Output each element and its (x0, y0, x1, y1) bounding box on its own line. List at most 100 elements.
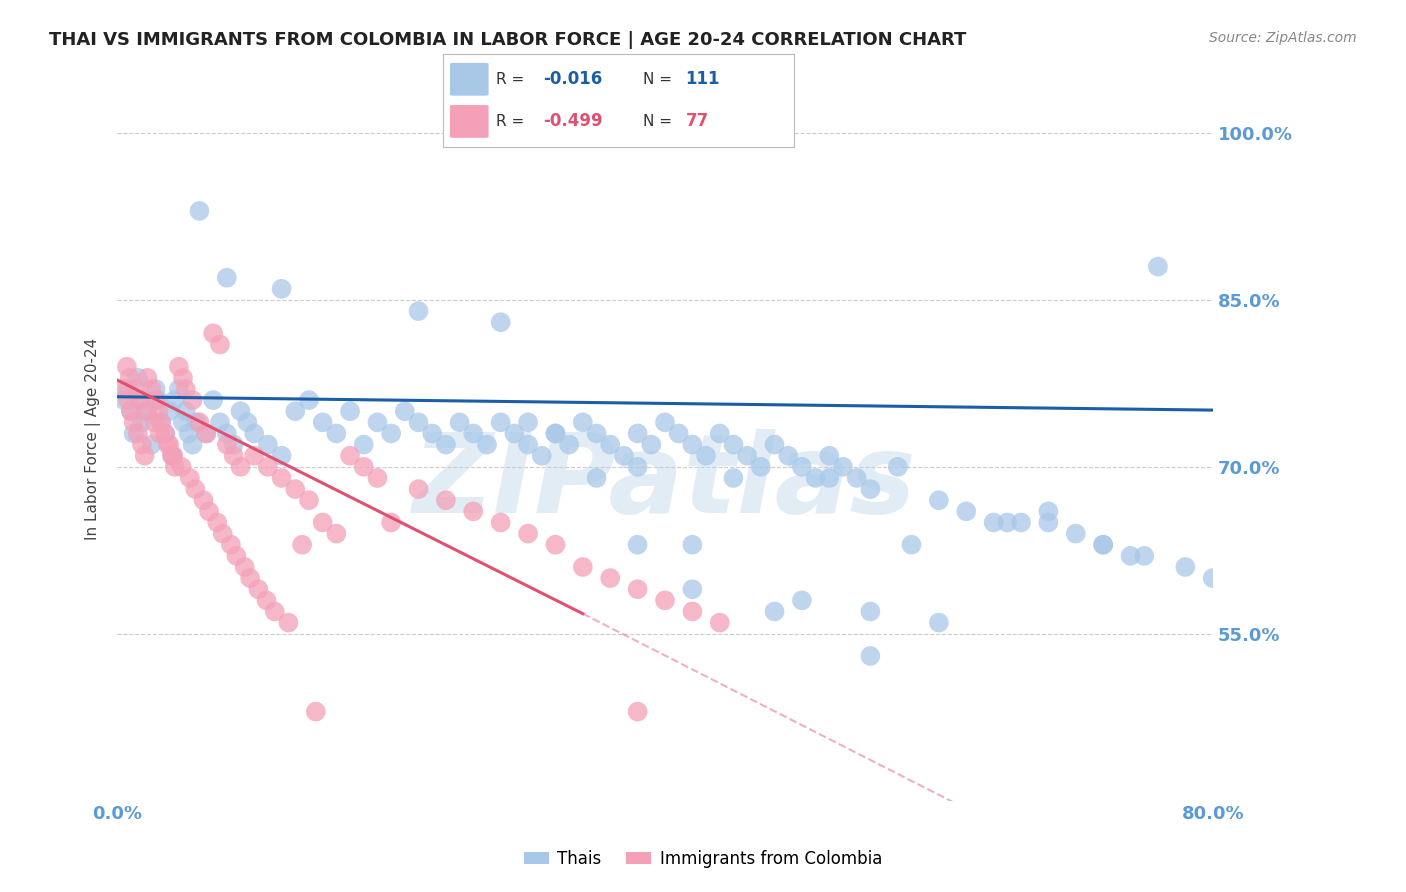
Point (222, 449, 245, 463)
Point (150, 415, 173, 429)
Point (208, 415, 231, 429)
Text: THAI VS IMMIGRANTS FROM COLOMBIA IN LABOR FORCE | AGE 20-24 CORRELATION CHART: THAI VS IMMIGRANTS FROM COLOMBIA IN LABO… (49, 31, 966, 49)
Point (120, 404, 142, 418)
Point (572, 415, 595, 429)
Point (449, 415, 471, 429)
Point (225, 549, 247, 563)
Point (530, 449, 553, 463)
Point (117, 393, 139, 408)
Point (626, 538, 648, 552)
Point (134, 449, 156, 463)
Point (790, 459, 813, 474)
Point (179, 471, 201, 485)
Point (1092, 538, 1115, 552)
Point (709, 615, 731, 630)
Point (339, 404, 361, 418)
Point (900, 538, 922, 552)
Point (1174, 560, 1197, 574)
Point (325, 526, 347, 541)
Point (115, 359, 138, 374)
Point (434, 493, 457, 508)
Point (270, 449, 292, 463)
Point (157, 404, 180, 418)
Point (129, 393, 152, 408)
Point (131, 437, 153, 451)
Point (127, 426, 149, 441)
Point (995, 516, 1018, 530)
Text: 77: 77 (686, 112, 709, 130)
Point (489, 516, 512, 530)
Point (148, 393, 170, 408)
Point (118, 371, 141, 385)
Point (640, 437, 662, 451)
Point (270, 282, 292, 296)
Point (188, 203, 211, 218)
Point (172, 371, 194, 385)
Point (599, 571, 621, 585)
Point (463, 426, 485, 441)
Point (475, 437, 498, 451)
Point (136, 371, 159, 385)
Point (112, 382, 135, 396)
Point (160, 449, 183, 463)
Point (149, 426, 172, 441)
Point (257, 437, 280, 451)
Point (277, 615, 299, 630)
Point (181, 393, 204, 408)
Point (117, 382, 139, 396)
Point (229, 404, 252, 418)
Point (489, 415, 512, 429)
Point (236, 415, 259, 429)
Point (695, 449, 717, 463)
Point (1092, 538, 1115, 552)
Point (233, 560, 256, 574)
Point (167, 359, 190, 374)
Text: -0.499: -0.499 (543, 112, 603, 130)
Point (284, 482, 307, 496)
Point (394, 404, 416, 418)
Point (928, 493, 950, 508)
Text: ZIPatlas: ZIPatlas (413, 429, 917, 536)
Point (735, 449, 758, 463)
Point (298, 393, 321, 408)
Point (163, 393, 186, 408)
Point (239, 571, 262, 585)
Point (207, 516, 229, 530)
Point (157, 437, 180, 451)
Point (174, 404, 197, 418)
Point (654, 415, 676, 429)
Point (188, 415, 211, 429)
Point (177, 426, 200, 441)
Point (380, 516, 402, 530)
Point (256, 593, 278, 607)
Point (1064, 526, 1087, 541)
Point (135, 404, 157, 418)
Point (626, 705, 648, 719)
Point (681, 538, 703, 552)
Point (955, 504, 977, 518)
Point (408, 304, 430, 318)
Point (311, 516, 333, 530)
Point (983, 516, 1005, 530)
Point (928, 615, 950, 630)
Point (544, 426, 567, 441)
Point (141, 382, 163, 396)
Point (353, 437, 375, 451)
Point (887, 459, 910, 474)
Point (243, 449, 266, 463)
Point (420, 426, 443, 441)
Point (143, 415, 166, 429)
Point (170, 459, 193, 474)
Point (723, 471, 745, 485)
Point (1010, 516, 1032, 530)
Point (291, 538, 314, 552)
Point (1119, 549, 1142, 563)
Y-axis label: In Labor Force | Age 20-24: In Labor Force | Age 20-24 (86, 338, 101, 541)
Point (215, 437, 238, 451)
Point (408, 415, 430, 429)
Point (229, 459, 252, 474)
Text: R =: R = (495, 71, 529, 87)
Point (626, 582, 648, 597)
Point (408, 482, 430, 496)
Point (832, 459, 855, 474)
